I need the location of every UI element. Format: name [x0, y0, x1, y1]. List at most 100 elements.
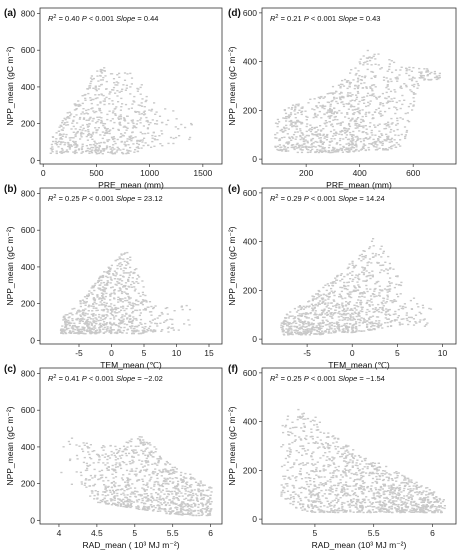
data-point [167, 510, 170, 512]
data-point [324, 452, 327, 454]
data-point [316, 486, 319, 489]
data-point [377, 254, 380, 256]
data-point [199, 498, 203, 500]
data-point [340, 112, 343, 114]
data-point [134, 110, 137, 113]
data-point [321, 302, 324, 304]
data-point [290, 325, 293, 328]
data-point [96, 149, 99, 152]
data-point [373, 293, 376, 296]
data-point [157, 493, 160, 495]
data-point [102, 304, 105, 306]
data-point [425, 324, 428, 326]
data-point [371, 274, 374, 276]
data-point [137, 143, 140, 146]
data-point [363, 76, 366, 79]
data-point [356, 275, 360, 277]
data-point [113, 140, 116, 143]
data-point [172, 329, 175, 331]
data-point [280, 137, 284, 139]
data-point [134, 136, 137, 138]
data-point [110, 500, 113, 502]
data-point [143, 137, 146, 139]
data-point [122, 272, 125, 274]
data-point [105, 503, 108, 505]
data-point [409, 299, 412, 302]
data-point [128, 473, 131, 475]
data-point [105, 80, 108, 83]
data-point [126, 446, 129, 448]
data-point [379, 102, 382, 104]
data-point [364, 125, 367, 127]
data-point [425, 511, 428, 514]
data-point [426, 322, 429, 324]
panel-label: (b) [4, 184, 17, 195]
data-point [68, 146, 72, 149]
data-point [197, 509, 200, 512]
data-point [192, 492, 195, 495]
data-point [86, 467, 89, 470]
data-point [408, 69, 411, 71]
data-point [286, 146, 290, 149]
data-point [124, 145, 127, 147]
data-point [82, 118, 85, 120]
data-point [114, 107, 117, 110]
data-point [359, 472, 362, 475]
data-point [357, 86, 360, 88]
regression-stats: R2 = 0.29 P < 0.001 Slope = 14.24 [270, 194, 385, 203]
data-point [329, 444, 332, 447]
data-point [323, 330, 326, 333]
data-point [154, 329, 157, 331]
data-point [322, 470, 325, 472]
data-point [356, 127, 359, 129]
data-point [278, 121, 281, 123]
data-point [64, 324, 67, 326]
data-point [314, 312, 317, 314]
data-point [384, 148, 387, 150]
data-point [117, 301, 120, 303]
data-point [131, 131, 134, 133]
data-point [372, 328, 375, 330]
data-point [355, 94, 358, 96]
data-point [428, 73, 432, 75]
data-point [330, 109, 333, 111]
data-point [122, 286, 125, 288]
data-point [145, 120, 148, 122]
data-point [324, 299, 327, 301]
data-point [72, 120, 75, 122]
data-point [135, 268, 138, 270]
data-point [343, 275, 346, 278]
data-point [374, 58, 377, 60]
data-point [341, 83, 344, 86]
data-point [116, 84, 119, 86]
data-point [143, 106, 146, 108]
data-point [131, 127, 135, 129]
data-point [372, 138, 375, 141]
data-point [384, 497, 387, 499]
data-point [386, 272, 389, 275]
data-point [114, 275, 117, 277]
data-point [80, 481, 83, 483]
data-point [118, 450, 121, 452]
data-point [105, 490, 108, 492]
data-point [94, 327, 97, 329]
data-point [337, 498, 340, 501]
data-point [365, 326, 369, 328]
data-point [420, 72, 423, 75]
data-point [438, 74, 441, 77]
data-point [111, 309, 114, 311]
data-point [96, 309, 99, 311]
data-point [423, 498, 426, 500]
data-point [361, 295, 364, 298]
data-point [158, 498, 161, 501]
data-point [175, 497, 178, 499]
data-point [325, 112, 328, 114]
data-point [370, 64, 373, 66]
data-point [131, 307, 134, 309]
data-point [201, 505, 204, 507]
data-point [331, 500, 334, 502]
y-axis-title: NPP_mean (gC m⁻²) [5, 46, 15, 125]
data-point [320, 129, 323, 131]
data-point [62, 328, 65, 330]
data-point [135, 467, 138, 470]
